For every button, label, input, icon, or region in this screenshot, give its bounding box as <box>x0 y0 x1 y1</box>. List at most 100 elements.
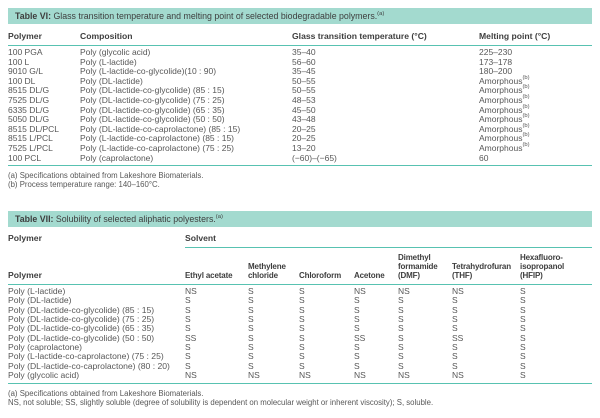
table-row: Poly (DL-lactide-co-glycolide) (85 : 15)… <box>8 304 592 315</box>
cell-thf: S <box>452 304 458 315</box>
cell-methylene-chloride: S <box>248 332 254 343</box>
melting-point-value: Amorphous <box>479 94 523 105</box>
cell-glass-transition: 48–53 <box>292 94 316 105</box>
cell-chloroform: S <box>299 342 305 353</box>
cell-polymer: 5050 DL/G <box>8 114 50 125</box>
table-row: Poly (L-lactide) NS S S NS NS NS S <box>8 285 592 296</box>
table-row: Poly (glycolic acid) NS NS NS NS NS NS S <box>8 370 592 381</box>
cell-polymer: 9010 G/L <box>8 66 43 77</box>
cell-ethyl-acetate: SS <box>185 332 197 343</box>
cell-chloroform: S <box>299 360 305 371</box>
cell-hfip: S <box>520 370 526 381</box>
melting-point-footnote-marker: (b) <box>522 113 530 120</box>
cell-hfip: S <box>520 313 526 324</box>
cell-hfip: S <box>520 323 526 334</box>
cell-chloroform: S <box>299 313 305 324</box>
cell-glass-transition: 35–45 <box>292 66 316 77</box>
melting-point-value: Amorphous <box>479 114 523 125</box>
cell-melting-point: Amorphous(b) <box>479 94 592 106</box>
melting-point-value: Amorphous <box>479 85 523 96</box>
cell-ethyl-acetate: NS <box>185 370 197 381</box>
table-vi-header-row: Polymer Composition Glass transition tem… <box>8 28 592 46</box>
cell-melting-point: Amorphous(b) <box>479 132 592 144</box>
cell-ethyl-acetate: S <box>185 360 191 371</box>
col-header-polymer: Polymer <box>8 232 42 243</box>
cell-acetone: S <box>354 304 360 315</box>
melting-point-footnote-marker: (b) <box>522 103 530 110</box>
cell-polymer: Poly (DL-lactide-co-glycolide) (50 : 50) <box>8 332 155 343</box>
melting-point-footnote-marker: (b) <box>522 84 530 91</box>
cell-chloroform: S <box>299 295 305 306</box>
cell-methylene-chloride: S <box>248 304 254 315</box>
table-vi-title-footnote-marker: (a) <box>377 11 385 18</box>
col-group-header-solvent: Solvent <box>185 233 592 248</box>
col-header-acetone: Acetone <box>354 271 385 281</box>
melting-point-value: Amorphous <box>479 75 523 86</box>
footnote-solubility-key: NS, not soluble; SS, slightly soluble (d… <box>8 397 434 407</box>
cell-polymer: 100 L <box>8 56 30 67</box>
cell-glass-transition: 45–50 <box>292 104 316 115</box>
table-vii-label: Table VII: <box>15 213 54 224</box>
table-vii-group-header-row: Polymer Solvent <box>8 233 592 248</box>
cell-composition: Poly (DL-lactide-co-glycolide) (50 : 50) <box>80 114 225 125</box>
cell-methylene-chloride: S <box>248 351 254 362</box>
cell-hfip: S <box>520 351 526 362</box>
cell-acetone: S <box>354 360 360 371</box>
cell-glass-transition: 20–25 <box>292 123 316 134</box>
table-vii-title: Solubility of selected aliphatic polyest… <box>53 213 216 224</box>
cell-acetone: S <box>354 323 360 334</box>
cell-glass-transition: 50–55 <box>292 75 316 86</box>
table-row: 8515 DL/G Poly (DL-lactide-co-glycolide)… <box>8 84 592 96</box>
cell-methylene-chloride: NS <box>248 370 260 381</box>
cell-melting-point: 180–200 <box>479 66 592 77</box>
cell-dmf: S <box>398 360 404 371</box>
cell-methylene-chloride: S <box>248 285 254 296</box>
cell-hfip: S <box>520 342 526 353</box>
col-header-melting-point: Melting point (°C) <box>479 31 551 41</box>
cell-polymer: Poly (glycolic acid) <box>8 370 80 381</box>
cell-glass-transition: (−60)–(−65) <box>292 152 337 163</box>
cell-acetone: S <box>354 351 360 362</box>
cell-thf: SS <box>452 332 464 343</box>
table-vi-body: 100 PGA Poly (glycolic acid) 35–40 225–2… <box>8 46 592 167</box>
melting-point-footnote-marker: (b) <box>522 141 530 148</box>
cell-polymer: 7525 L/PCL <box>8 142 53 153</box>
table-vi-footnotes: (a) Specifications obtained from Lakesho… <box>8 171 592 189</box>
cell-dmf: S <box>398 295 404 306</box>
cell-melting-point: Amorphous(b) <box>479 103 592 116</box>
table-row: 100 PGA Poly (glycolic acid) 35–40 225–2… <box>8 47 592 58</box>
cell-composition: Poly (DL-lactide-co-glycolide) (65 : 35) <box>80 104 225 115</box>
cell-composition: Poly (DL-lactide) <box>80 75 143 86</box>
table-vii-title-footnote-marker: (a) <box>215 213 223 220</box>
cell-dmf: NS <box>398 285 410 296</box>
table-row: Poly (DL-lactide-co-glycolide) (50 : 50)… <box>8 332 592 343</box>
table-row: 7525 L/PCL Poly (L-lactide-co-caprolacto… <box>8 141 592 154</box>
footnote-a: (a) Specifications obtained from Lakesho… <box>8 171 204 181</box>
melting-point-footnote-marker: (b) <box>522 122 530 129</box>
cell-glass-transition: 50–55 <box>292 85 316 96</box>
cell-melting-point: Amorphous(b) <box>479 122 592 135</box>
footnote-b: (b) Process temperature range: 140–160°C… <box>8 180 160 190</box>
table-vi-title: Glass transition temperature and melting… <box>51 11 378 21</box>
cell-hfip: S <box>520 295 526 306</box>
table-row: 100 PCL Poly (caprolactone) (−60)–(−65) … <box>8 152 592 164</box>
col-header-hfip: Hexafluoro- isopropanol (HFIP) <box>520 252 565 281</box>
cell-methylene-chloride: S <box>248 360 254 371</box>
cell-thf: NS <box>452 285 464 296</box>
cell-glass-transition: 13–20 <box>292 142 316 153</box>
melting-point-value: Amorphous <box>479 123 523 134</box>
cell-thf: S <box>452 323 458 334</box>
cell-ethyl-acetate: S <box>185 295 191 306</box>
cell-thf: S <box>452 313 458 324</box>
melting-point-value: Amorphous <box>479 104 523 115</box>
cell-methylene-chloride: S <box>248 323 254 334</box>
table-row: 7525 DL/G Poly (DL-lactide-co-glycolide)… <box>8 94 592 106</box>
table-vii: Table VII: Solubility of selected alipha… <box>8 210 592 408</box>
cell-chloroform: NS <box>299 370 311 381</box>
table-row: 100 L Poly (L-lactide) 56–60 173–178 <box>8 56 592 68</box>
cell-composition: Poly (caprolactone) <box>80 152 154 163</box>
cell-dmf: NS <box>398 370 410 381</box>
cell-polymer: Poly (DL-lactide) <box>8 295 72 306</box>
cell-ethyl-acetate: S <box>185 323 191 334</box>
